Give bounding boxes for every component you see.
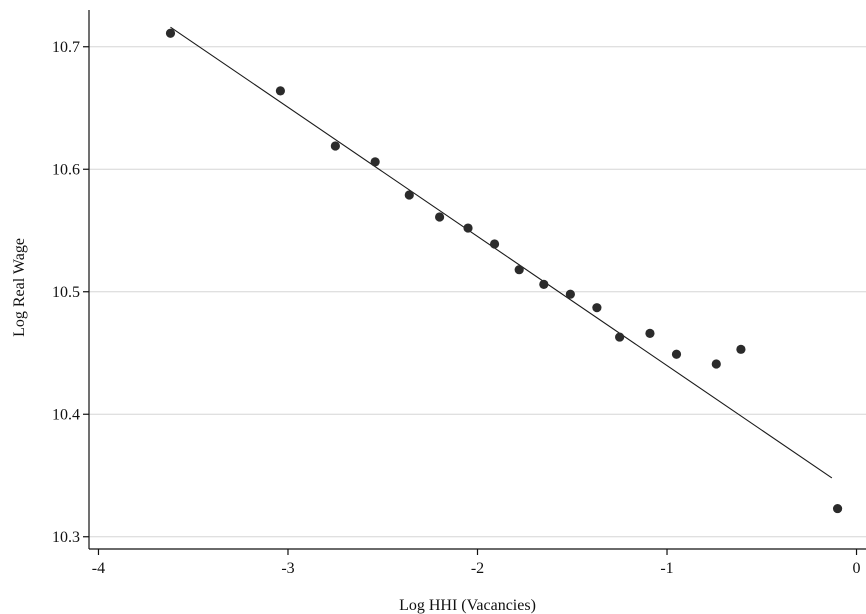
- x-axis-ticks: -4 -3 -2 -1 0: [92, 549, 861, 577]
- data-point: [370, 157, 380, 167]
- y-tick-label: 10.7: [52, 39, 80, 56]
- data-point: [539, 279, 549, 289]
- data-point: [615, 332, 625, 342]
- y-axis-ticks: 10.3 10.4 10.5 10.6 10.7: [52, 39, 89, 546]
- fit-line-group: [170, 26, 833, 479]
- data-point: [330, 141, 340, 151]
- data-point: [434, 212, 445, 222]
- data-point: [565, 289, 575, 299]
- y-tick-label: 10.6: [52, 161, 80, 178]
- data-point: [832, 503, 843, 514]
- fit-line: [170, 26, 833, 479]
- data-point: [489, 239, 500, 249]
- gridlines: [89, 46, 866, 538]
- data-point: [514, 265, 524, 275]
- x-tick-label: -2: [471, 560, 484, 577]
- data-point: [404, 190, 414, 200]
- data-point: [736, 344, 746, 354]
- axes: [88, 10, 866, 550]
- y-tick-label: 10.4: [52, 406, 80, 423]
- y-tick-label: 10.5: [52, 284, 80, 301]
- data-point: [275, 86, 286, 96]
- x-tick-label: -4: [92, 560, 105, 577]
- x-tick-label: -1: [660, 560, 673, 577]
- data-point: [645, 328, 655, 338]
- y-axis-title: Log Real Wage: [11, 238, 28, 337]
- x-tick-label: 0: [853, 560, 861, 577]
- x-axis-title: Log HHI (Vacancies): [399, 597, 536, 614]
- data-point: [671, 349, 682, 359]
- data-point: [463, 223, 473, 233]
- x-tick-label: -3: [281, 560, 294, 577]
- y-tick-label: 10.3: [52, 529, 80, 546]
- data-point: [592, 303, 602, 313]
- data-point: [711, 359, 721, 369]
- data-points: [165, 28, 843, 514]
- data-point: [165, 28, 176, 38]
